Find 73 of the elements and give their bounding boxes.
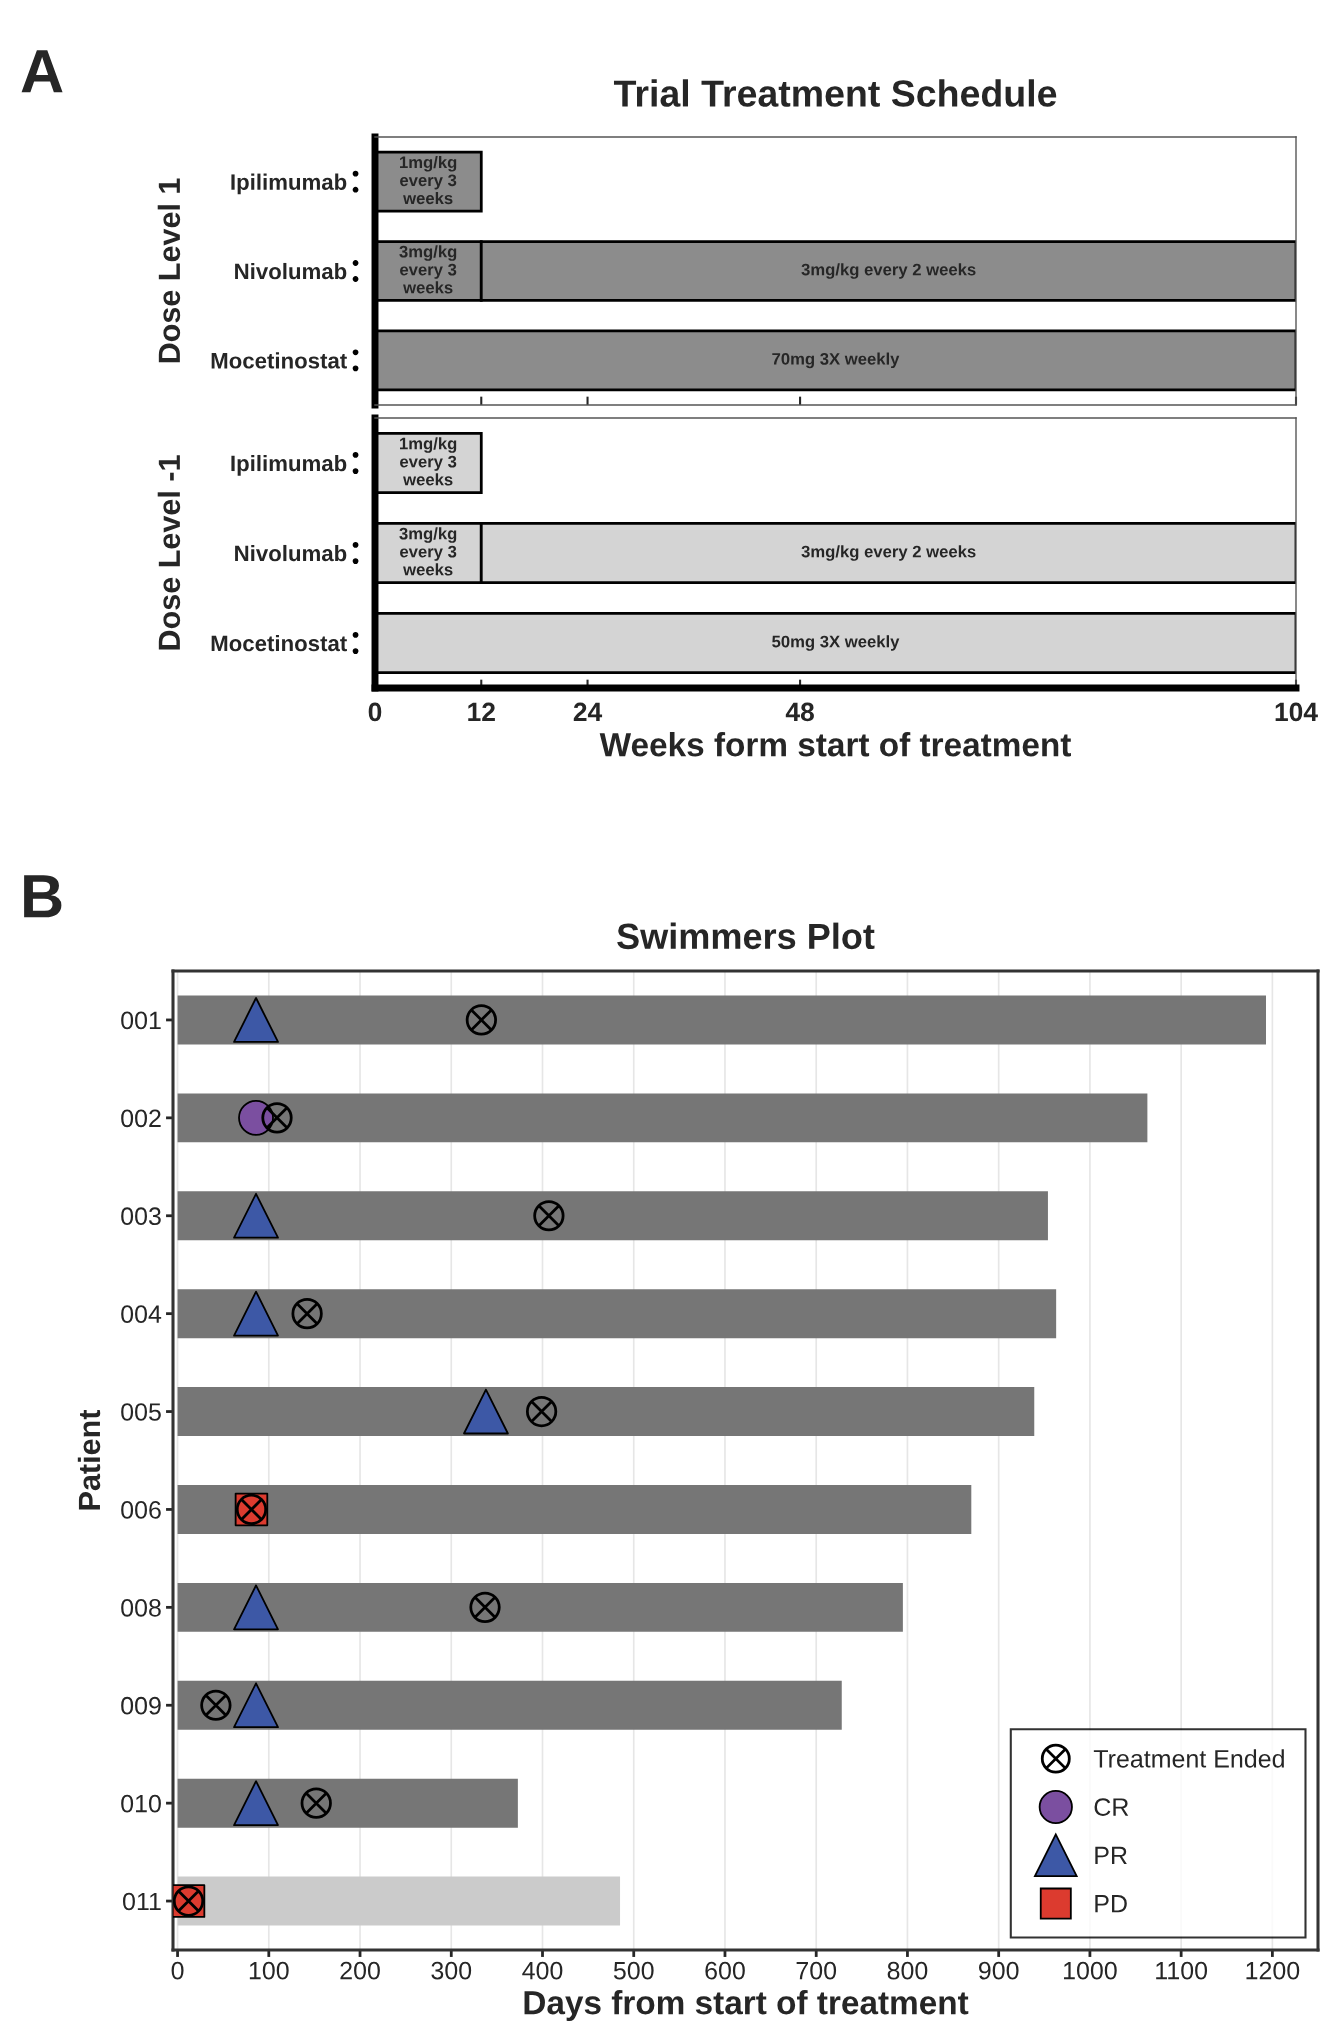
series-label: 50mg 3X weekly xyxy=(772,635,900,651)
x-tick-label: 1100 xyxy=(1156,1961,1208,1980)
y-tick-label: Nivolumab xyxy=(235,544,347,562)
y-tick-label: 010 xyxy=(121,1794,161,1813)
y-axis-title: Dose Level -1 xyxy=(157,455,181,650)
point xyxy=(233,1192,279,1239)
bar xyxy=(177,1876,621,1926)
legend-label: PD xyxy=(1095,1895,1127,1913)
bar xyxy=(177,1680,842,1730)
y-tick-label: 004 xyxy=(121,1305,162,1323)
series-label: 1mg/kg every 3 weeks xyxy=(400,437,457,486)
bar xyxy=(177,1093,1148,1143)
point xyxy=(233,1584,279,1631)
x-tick-label: 300 xyxy=(431,1961,472,1980)
bar xyxy=(177,1484,972,1534)
series-label: 3mg/kg every 2 weeks xyxy=(801,545,976,561)
y-tick-label: Ipilimumab xyxy=(231,173,347,195)
x-tick-label: 24 xyxy=(573,702,603,722)
y-tick-label: 009 xyxy=(121,1696,161,1715)
x-axis-title: Days from start of treatment xyxy=(524,1989,969,2022)
text: B xyxy=(24,875,62,918)
y-tick-label: Mocetinostat xyxy=(211,352,347,369)
y-axis-title: Patient xyxy=(77,1409,101,1510)
x-tick-label: 700 xyxy=(796,1961,837,1980)
legend-label: CR xyxy=(1094,1798,1129,1816)
x-tick-label: 500 xyxy=(613,1961,654,1980)
series-label: 3mg/kg every 2 weeks xyxy=(801,263,976,279)
point xyxy=(233,997,279,1043)
series-label: 3mg/kg every 3 weeks xyxy=(399,527,457,576)
series-label: 70mg 3X weekly xyxy=(772,352,900,369)
y-tick-label: 001 xyxy=(121,1011,161,1030)
bar xyxy=(177,1582,903,1632)
x-tick-label: 0 xyxy=(368,702,382,722)
chart-title: Trial Treatment Schedule xyxy=(613,79,1057,107)
x-tick-label: 1000 xyxy=(1064,1961,1117,1980)
x-axis-title: Weeks form start of treatment xyxy=(599,732,1071,757)
y-tick-label: 005 xyxy=(121,1403,161,1421)
bar xyxy=(177,1387,1035,1437)
x-tick-label: 104 xyxy=(1275,702,1318,722)
y-tick-label: 011 xyxy=(123,1892,161,1911)
x-tick-label: 0 xyxy=(171,1961,184,1980)
bar xyxy=(177,1778,518,1828)
y-tick-label: Mocetinostat xyxy=(211,634,347,652)
legend-label: PR xyxy=(1095,1846,1127,1865)
y-axis-title: Dose Level 1 xyxy=(157,178,181,363)
y-tick-label: 003 xyxy=(121,1207,161,1226)
x-tick-label: 12 xyxy=(468,702,495,722)
point xyxy=(463,1388,509,1435)
x-tick-label: 200 xyxy=(340,1961,380,1980)
chart-title: Swimmers Plot xyxy=(617,922,875,950)
text: A xyxy=(21,50,63,93)
bar xyxy=(177,995,1266,1045)
bar xyxy=(177,1289,1057,1339)
point xyxy=(233,1682,279,1729)
x-tick-label: 1200 xyxy=(1246,1961,1300,1980)
x-tick-label: 800 xyxy=(887,1961,928,1980)
y-tick-label: Nivolumab xyxy=(235,262,347,280)
y-tick-label: 006 xyxy=(121,1501,161,1519)
point xyxy=(233,1780,279,1827)
x-tick-label: 48 xyxy=(785,702,814,722)
y-tick-label: 002 xyxy=(121,1109,161,1128)
point xyxy=(233,1290,279,1337)
legend-label: Treatment Ended xyxy=(1093,1749,1284,1768)
x-tick-label: 400 xyxy=(522,1961,563,1980)
x-tick-label: 900 xyxy=(979,1961,1019,1980)
point xyxy=(238,1099,274,1136)
series-label: 1mg/kg every 3 weeks xyxy=(400,155,457,205)
y-tick-label: 008 xyxy=(121,1598,161,1617)
x-tick-label: 100 xyxy=(249,1961,289,1980)
x-tick-label: 600 xyxy=(705,1961,745,1980)
bar xyxy=(177,1191,1048,1241)
y-tick-label: Ipilimumab xyxy=(231,454,347,476)
series-label: 3mg/kg every 3 weeks xyxy=(399,245,457,294)
